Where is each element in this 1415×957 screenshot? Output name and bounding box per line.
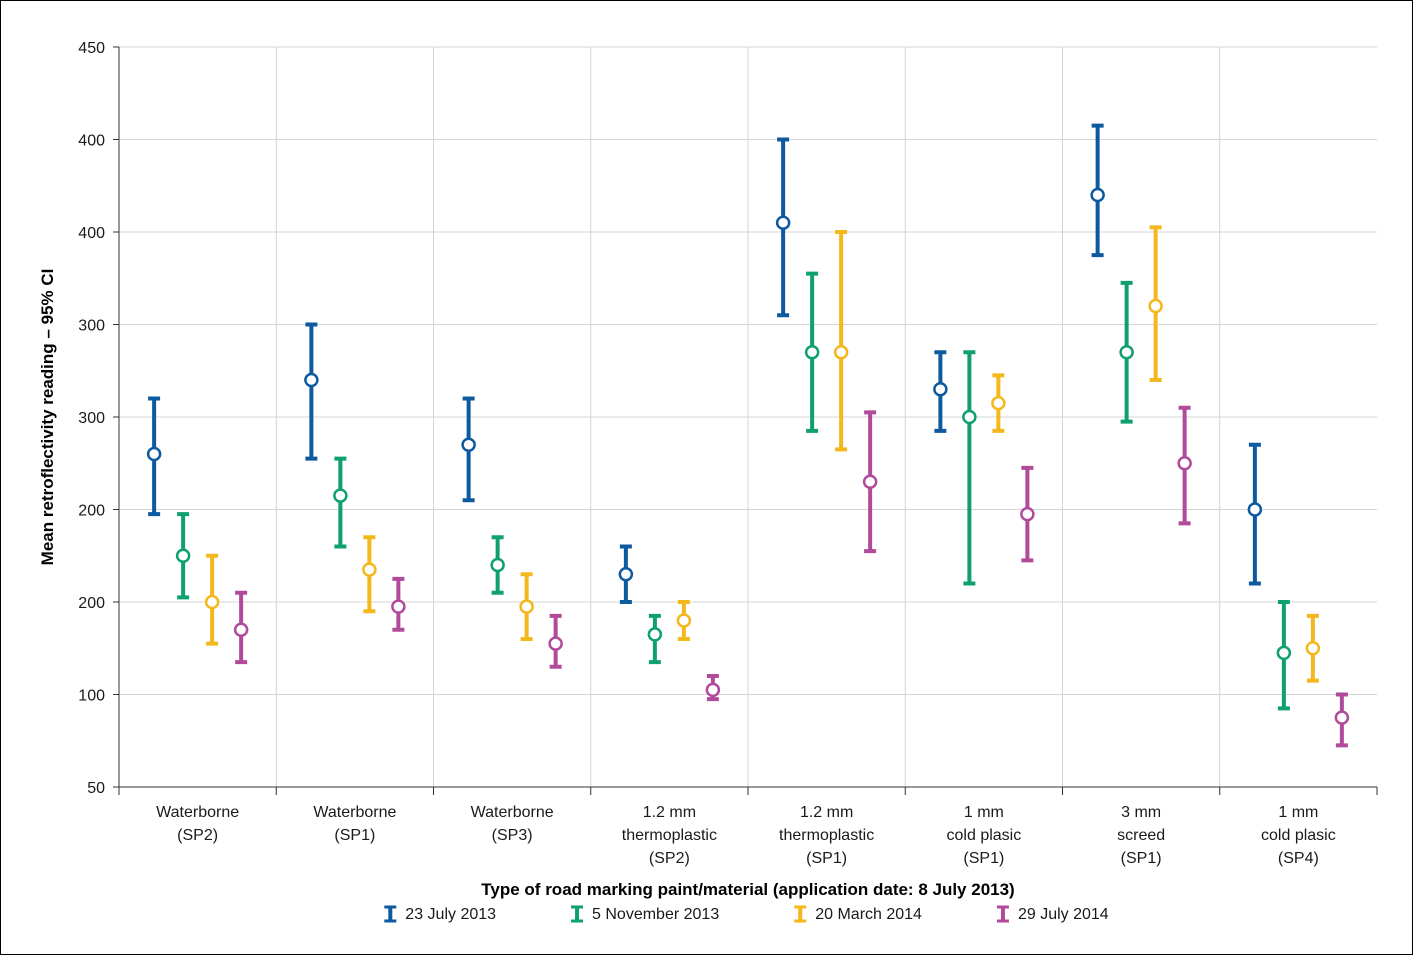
error-bar [490, 535, 505, 595]
error-bar [705, 674, 721, 702]
x-category-label: 3 mm screed (SP1) [1117, 804, 1165, 867]
legend-item: 5 November 2013 [571, 905, 719, 923]
mean-point [362, 562, 377, 577]
mean-point [991, 395, 1006, 411]
error-bar [991, 373, 1006, 433]
y-tick-label: 50 [87, 780, 105, 797]
mean-point [618, 567, 634, 582]
mean-point [519, 599, 534, 614]
x-category-label: 1 mm cold plasic (SP1) [947, 804, 1022, 867]
mean-point [146, 446, 162, 462]
error-bar [1148, 225, 1163, 382]
mean-point [1334, 710, 1350, 725]
y-tick-label: 200 [78, 503, 105, 520]
mean-point [333, 488, 348, 503]
y-tick-label: 400 [78, 133, 105, 150]
axes-layer [113, 46, 1378, 795]
error-bar [962, 350, 977, 586]
mean-point [962, 409, 977, 425]
error-bar [676, 600, 692, 641]
error-bar [333, 456, 348, 549]
y-tick-label: 300 [78, 410, 105, 427]
x-axis-title: Type of road marking paint/material (app… [481, 880, 1014, 899]
mean-point [1177, 456, 1192, 471]
x-category-label: Waterborne (SP2) [156, 804, 239, 844]
mean-point [548, 636, 563, 651]
y-tick-label: 450 [78, 40, 105, 57]
marks-layer [146, 123, 1350, 748]
error-bar [1020, 465, 1035, 563]
legend-item: 20 March 2014 [794, 905, 922, 923]
error-bar [548, 613, 563, 669]
mean-point [1305, 641, 1321, 656]
error-bar [1177, 405, 1192, 526]
mean-point [1247, 502, 1263, 517]
legend-item: 29 July 2014 [996, 905, 1109, 923]
mean-point [1119, 345, 1134, 360]
y-tick-label: 300 [78, 318, 105, 335]
error-bar [304, 322, 319, 461]
mean-point [933, 382, 948, 397]
mean-point [461, 437, 476, 452]
mean-point [490, 557, 505, 573]
error-bar [1334, 692, 1350, 748]
error-bar [862, 410, 878, 554]
mean-point [391, 599, 406, 614]
error-bar [1247, 442, 1263, 586]
labels-layer: 50 100 200 200 300 300 400 400 450 Waterborne (SP2… [78, 40, 1335, 867]
mean-point [804, 345, 820, 360]
x-category-label: Waterborne (SP1) [313, 804, 396, 844]
mean-point [1020, 506, 1035, 522]
error-bar [618, 544, 634, 604]
error-bar [1119, 280, 1134, 424]
error-bar [461, 396, 476, 503]
y-axis-title: Mean retroflectivity reading – 95% CI [38, 269, 57, 566]
error-bar [146, 396, 162, 517]
x-category-label: 1 mm cold plasic (SP4) [1261, 804, 1336, 867]
mean-point [1276, 645, 1292, 661]
legend: 23 July 2013 5 November 2013 20 March 2014… [384, 905, 1109, 923]
mean-point [204, 594, 220, 610]
error-bar [775, 137, 791, 318]
error-bar [933, 350, 948, 433]
error-bar [175, 512, 191, 600]
error-bar [519, 572, 534, 641]
legend-label: 23 July 2013 [405, 906, 496, 923]
x-category-label: 1.2 mm thermoplastic (SP2) [622, 804, 717, 867]
mean-point [1090, 187, 1105, 203]
error-bar [233, 590, 249, 665]
error-bar [391, 576, 406, 632]
legend-label: 5 November 2013 [592, 906, 719, 923]
error-bar [1305, 613, 1321, 683]
legend-item: 23 July 2013 [384, 905, 496, 923]
error-bar [362, 535, 377, 614]
y-tick-label: 100 [78, 688, 105, 705]
mean-point [647, 627, 663, 642]
mean-point [175, 548, 191, 563]
error-bar [833, 230, 849, 452]
legend-label: 20 March 2014 [815, 906, 922, 923]
y-tick-label: 400 [78, 225, 105, 242]
mean-point [775, 215, 791, 230]
mean-point [1148, 298, 1163, 314]
mean-point [233, 622, 249, 637]
x-category-label: 1.2 mm thermoplastic (SP1) [779, 804, 874, 867]
mean-point [862, 474, 878, 489]
mean-point [676, 613, 692, 628]
mean-point [833, 345, 849, 360]
error-bar [1276, 600, 1292, 711]
error-bar [647, 613, 663, 665]
x-category-label: Waterborne (SP3) [471, 804, 554, 844]
error-bar [204, 553, 220, 646]
grid-layer [119, 46, 1377, 788]
error-bar [1090, 123, 1105, 258]
mean-point [705, 682, 721, 698]
mean-point [304, 372, 319, 388]
legend-label: 29 July 2014 [1018, 906, 1109, 923]
error-bar [804, 271, 820, 433]
y-tick-label: 200 [78, 595, 105, 612]
